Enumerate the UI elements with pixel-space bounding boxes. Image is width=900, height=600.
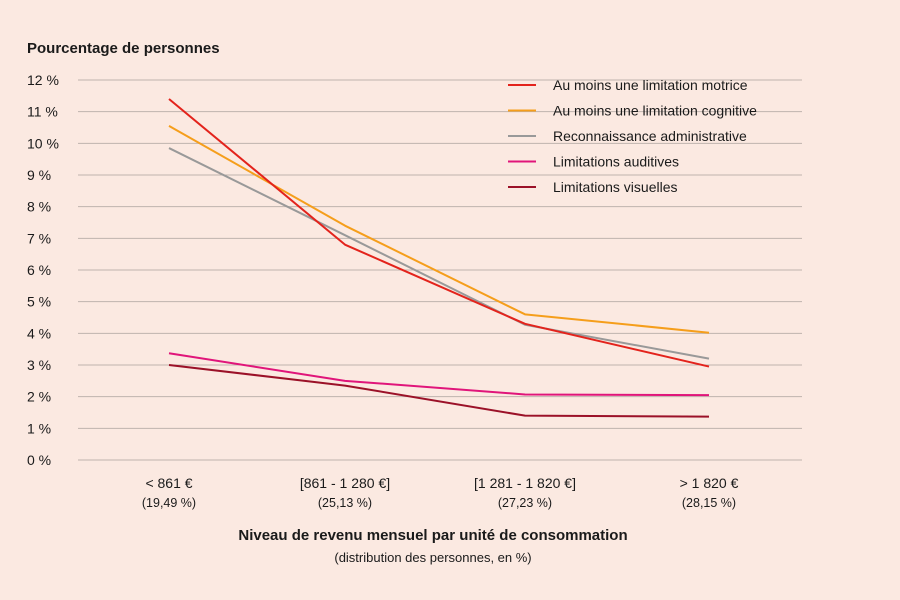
x-tick-label: < 861 € — [145, 475, 192, 491]
legend-label: Limitations auditives — [553, 154, 679, 170]
y-tick-label: 3 % — [27, 357, 51, 373]
legend-label: Reconnaissance administrative — [553, 128, 747, 144]
legend-label: Au moins une limitation motrice — [553, 77, 748, 93]
y-tick-label: 2 % — [27, 389, 51, 405]
series-line — [168, 352, 710, 397]
y-tick-label: 8 % — [27, 199, 51, 215]
series-line — [168, 125, 710, 334]
x-tick-label: > 1 820 € — [680, 475, 739, 491]
y-tick-label: 4 % — [27, 325, 51, 341]
x-tick-label: [861 - 1 280 €] — [300, 475, 390, 491]
y-tick-label: 11 % — [27, 104, 58, 120]
x-axis-subtitle: (distribution des personnes, en %) — [334, 550, 531, 565]
y-tick-label: 0 % — [27, 452, 51, 468]
x-tick-sublabel: (25,13 %) — [318, 496, 372, 510]
x-tick-label: [1 281 - 1 820 €] — [474, 475, 576, 491]
y-tick-label: 1 % — [27, 420, 51, 436]
y-tick-label: 5 % — [27, 294, 51, 310]
y-tick-label: 6 % — [27, 262, 51, 278]
x-tick-sublabel: (27,23 %) — [498, 496, 552, 510]
y-tick-label: 9 % — [27, 167, 51, 183]
y-tick-label: 12 % — [27, 72, 59, 88]
x-axis: < 861 € (19,49 %) [861 - 1 280 €] (25,13 %)… — [142, 475, 739, 510]
x-tick-sublabel: (28,15 %) — [682, 496, 736, 510]
series-line — [168, 364, 710, 418]
x-axis-title: Niveau de revenu mensuel par unité de co… — [238, 527, 627, 544]
x-tick-sublabel: (19,49 %) — [142, 496, 196, 510]
series-lines — [168, 98, 710, 418]
series-line — [168, 98, 710, 368]
y-axis: 0 % 1 % 2 % 3 % 4 % 5 % 6 % 7 % 8 % 9 % 10 % 11 % 12… — [27, 72, 59, 468]
y-axis-title: Pourcentage de personnes — [27, 40, 220, 57]
legend: Au moins une limitation motrice Au moins … — [508, 77, 757, 195]
y-tick-label: 7 % — [27, 230, 51, 246]
legend-label: Limitations visuelles — [553, 179, 678, 195]
series-line — [168, 147, 710, 360]
legend-label: Au moins une limitation cognitive — [553, 103, 757, 119]
y-tick-label: 10 % — [27, 135, 59, 151]
